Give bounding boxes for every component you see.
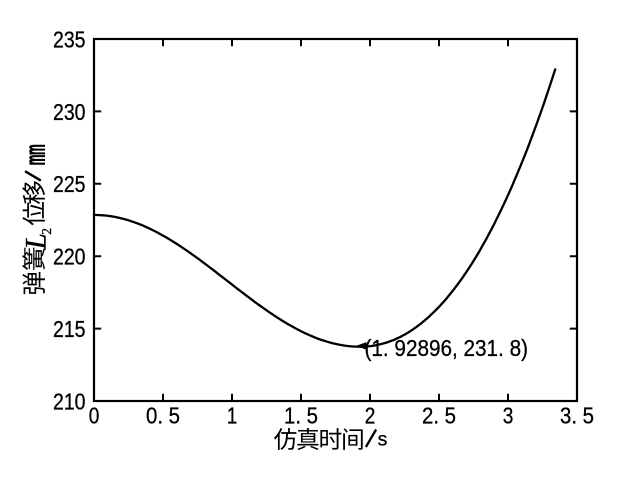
- svg-text:2: 2: [39, 228, 54, 235]
- svg-text:225: 225: [53, 171, 86, 197]
- svg-text:2: 2: [365, 403, 376, 429]
- svg-text:215: 215: [53, 316, 86, 342]
- svg-text:1. 5: 1. 5: [284, 403, 318, 429]
- svg-text:230: 230: [53, 99, 86, 125]
- svg-text:220: 220: [53, 244, 86, 270]
- svg-text:3: 3: [503, 403, 514, 429]
- svg-text:3. 5: 3. 5: [560, 403, 594, 429]
- svg-text:0: 0: [89, 403, 100, 429]
- svg-text:(1. 92896, 231. 8): (1. 92896, 231. 8): [365, 335, 529, 361]
- svg-text:210: 210: [53, 388, 86, 414]
- svg-text:s: s: [378, 429, 388, 451]
- svg-text:2. 5: 2. 5: [422, 403, 456, 429]
- svg-text:1: 1: [227, 403, 238, 429]
- svg-text:235: 235: [53, 26, 86, 52]
- svg-text:0. 5: 0. 5: [146, 403, 180, 429]
- svg-text:L: L: [21, 233, 53, 250]
